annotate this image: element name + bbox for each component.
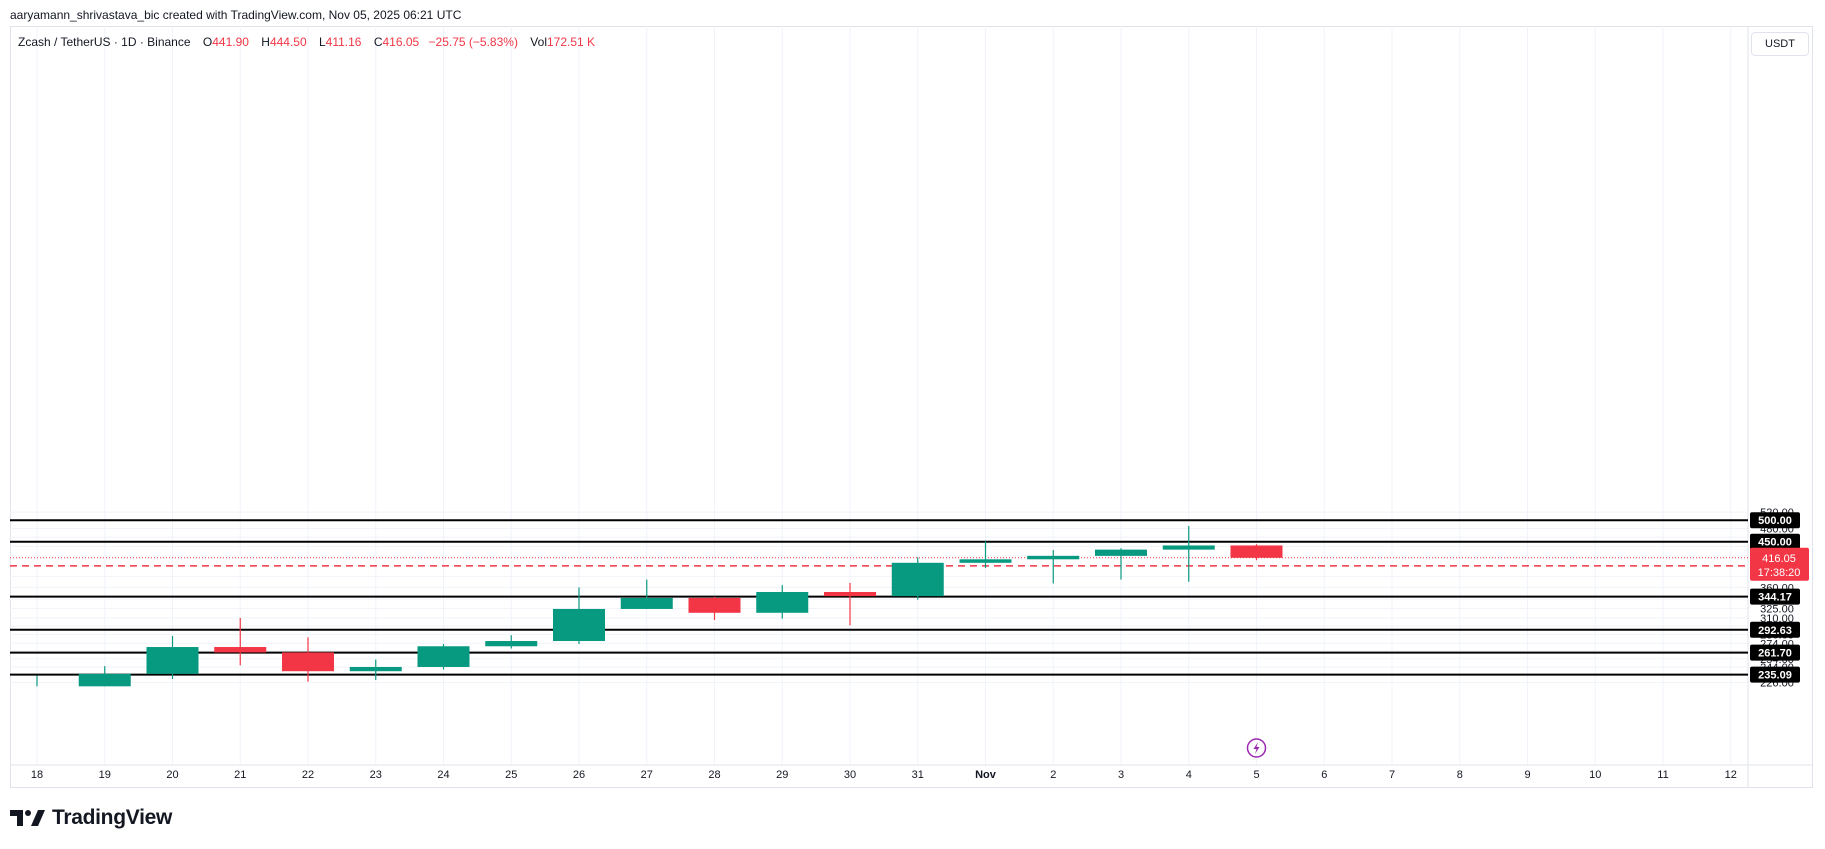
level-price-tag	[1750, 644, 1800, 661]
x-tick-label: 29	[776, 769, 788, 781]
last-price-label: 416.05	[1762, 553, 1796, 565]
candle-body	[1095, 549, 1147, 556]
level-price-label: 235.09	[1758, 670, 1792, 682]
candle-body	[1162, 545, 1215, 550]
level-price-label: 344.17	[1758, 592, 1792, 604]
legend-high: 444.50	[269, 35, 307, 49]
candle-body	[756, 592, 809, 613]
x-tick-label: 22	[302, 769, 314, 781]
tradingview-logo-icon	[10, 810, 45, 826]
x-tick-label: 3	[1118, 769, 1124, 781]
candle-body	[553, 608, 605, 642]
candle-body	[688, 597, 741, 613]
candle-body	[485, 641, 538, 647]
level-price-tag	[1750, 621, 1800, 638]
x-tick-label: 23	[370, 769, 382, 781]
candle-body	[282, 652, 334, 672]
x-tick-label: 6	[1321, 769, 1327, 781]
x-tick-label: 21	[234, 769, 246, 781]
x-tick-label: 18	[31, 769, 43, 781]
legend-open-label: O	[202, 35, 213, 49]
x-tick-label: 10	[1589, 769, 1601, 781]
legend-open: 441.90	[212, 35, 249, 49]
legend-change: −25.75 (−5.83%)	[428, 35, 518, 49]
x-tick-label: 30	[844, 769, 856, 781]
x-tick-label: 5	[1253, 769, 1259, 781]
x-tick-label: 8	[1457, 769, 1463, 781]
level-price-label: 500.00	[1758, 515, 1792, 527]
x-tick-label: 19	[99, 769, 111, 781]
tradingview-logo[interactable]: TradingView	[10, 806, 172, 830]
x-tick-label: 2	[1050, 769, 1056, 781]
legend-low: 411.16	[325, 35, 362, 49]
legend-close: 416.05	[382, 35, 420, 49]
x-tick-label: 7	[1389, 769, 1395, 781]
level-price-tag	[1750, 666, 1800, 683]
x-tick-label: 25	[505, 769, 517, 781]
x-tick-label: 27	[641, 769, 653, 781]
level-price-tag	[1750, 512, 1800, 529]
candle-body	[891, 562, 944, 597]
y-tick-label: 325.00	[1760, 603, 1794, 615]
level-price-tag	[1750, 533, 1800, 550]
candle-body	[78, 673, 131, 687]
candle-body	[1027, 555, 1080, 560]
tradingview-logo-text: TradingView	[52, 806, 173, 829]
last-price-tag	[1750, 547, 1809, 581]
x-tick-label: Nov	[975, 769, 997, 781]
legend-volume: 172.51 K	[546, 35, 596, 49]
candle-body	[214, 647, 267, 653]
x-tick-label: 12	[1725, 769, 1737, 781]
candle-body	[349, 666, 402, 672]
price-countdown-label: 17:38:20	[1758, 567, 1801, 579]
x-tick-label: 4	[1186, 769, 1192, 781]
level-price-label: 450.00	[1758, 537, 1792, 549]
legend-close-label: C	[373, 35, 383, 49]
x-tick-label: 26	[573, 769, 585, 781]
level-price-tag	[1750, 588, 1800, 605]
symbol-legend: Zcash / TetherUS · 1D · Binance O441.90 …	[18, 35, 595, 49]
legend-vol-label: Vol	[530, 35, 547, 49]
currency-button[interactable]: USDT	[1751, 32, 1809, 56]
legend-high-label: H	[261, 35, 270, 49]
x-tick-label: 28	[708, 769, 720, 781]
candle-body	[1230, 545, 1283, 558]
x-tick-label: 9	[1524, 769, 1530, 781]
chart-credit: aaryamann_shrivastava_bic created with T…	[10, 8, 462, 22]
level-price-label: 261.70	[1758, 648, 1792, 660]
lightning-bolt-icon	[1253, 742, 1260, 754]
level-price-label: 292.63	[1758, 625, 1792, 637]
candle-body	[824, 592, 876, 597]
x-tick-label: 20	[166, 769, 178, 781]
candle-body	[417, 646, 470, 667]
x-tick-label: 11	[1657, 769, 1668, 781]
legend-symbol[interactable]: Zcash / TetherUS · 1D · Binance	[18, 35, 191, 49]
candle-body	[620, 597, 673, 609]
x-tick-label: 31	[912, 769, 924, 781]
chart-frame	[10, 26, 1813, 788]
candle-body	[959, 559, 1012, 563]
x-tick-label: 24	[437, 769, 449, 781]
legend-low-label: L	[318, 35, 326, 49]
candle-body	[146, 647, 199, 674]
